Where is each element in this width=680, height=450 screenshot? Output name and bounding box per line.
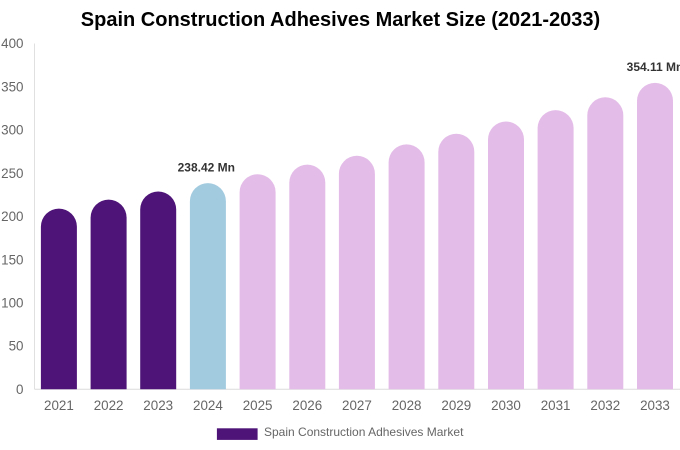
svg-text:238.42 Mn: 238.42 Mn: [178, 160, 235, 174]
svg-text:250: 250: [1, 166, 23, 181]
svg-text:2023: 2023: [143, 398, 173, 413]
svg-text:2026: 2026: [292, 398, 322, 413]
svg-text:200: 200: [1, 209, 23, 224]
svg-text:2024: 2024: [193, 398, 223, 413]
svg-text:400: 400: [1, 36, 23, 51]
svg-text:2030: 2030: [491, 398, 521, 413]
svg-text:2029: 2029: [441, 398, 471, 413]
svg-text:2022: 2022: [94, 398, 124, 413]
svg-text:Spain Construction Adhesives M: Spain Construction Adhesives Market: [264, 425, 464, 439]
svg-text:0: 0: [16, 382, 23, 397]
svg-text:2033: 2033: [640, 398, 670, 413]
svg-text:2021: 2021: [44, 398, 74, 413]
svg-text:300: 300: [1, 123, 23, 138]
svg-text:Spain Construction Adhesives M: Spain Construction Adhesives Market Size…: [81, 9, 600, 31]
svg-text:50: 50: [9, 339, 24, 354]
svg-text:2031: 2031: [541, 398, 571, 413]
svg-text:150: 150: [1, 252, 23, 267]
svg-text:2032: 2032: [590, 398, 620, 413]
svg-text:354.11 Mn: 354.11 Mn: [627, 60, 680, 74]
svg-text:2025: 2025: [243, 398, 273, 413]
svg-text:350: 350: [1, 79, 23, 94]
svg-text:2028: 2028: [392, 398, 422, 413]
svg-text:100: 100: [1, 296, 23, 311]
svg-text:2027: 2027: [342, 398, 372, 413]
